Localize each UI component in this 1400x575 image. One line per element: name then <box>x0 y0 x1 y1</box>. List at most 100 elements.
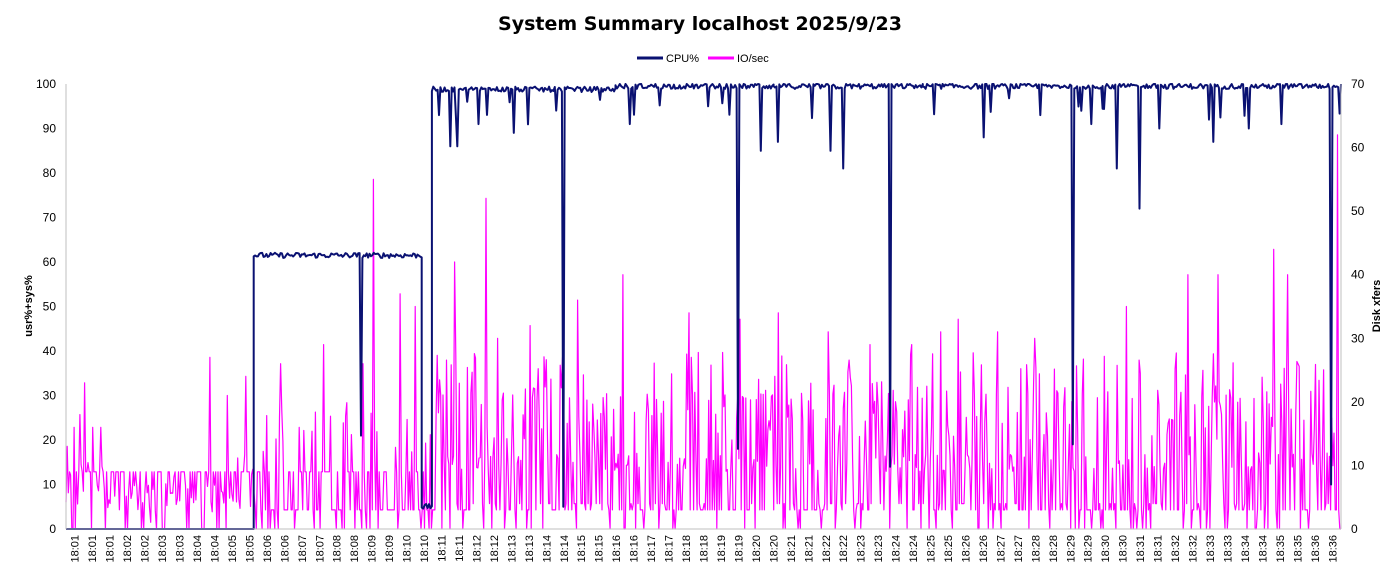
x-tick-label: 18:17 <box>646 535 658 563</box>
x-tick-label: 18:16 <box>629 535 641 563</box>
x-tick-label: 18:19 <box>716 535 728 563</box>
y-tick-left-label: 60 <box>43 255 57 269</box>
x-tick-label: 18:21 <box>803 535 815 563</box>
x-tick-label: 18:08 <box>332 535 344 563</box>
x-tick-label: 18:34 <box>1257 535 1269 563</box>
x-tick-label: 18:07 <box>297 535 309 563</box>
x-tick-label: 18:22 <box>838 535 850 563</box>
series-cpu-line <box>66 83 1342 530</box>
y-tick-right-label: 40 <box>1351 268 1365 282</box>
x-tick-label: 18:03 <box>157 535 169 563</box>
x-tick-label: 18:10 <box>402 535 414 563</box>
x-tick-label: 18:24 <box>908 535 920 563</box>
legend: CPU% IO/sec <box>637 53 769 65</box>
x-tick-label: 18:14 <box>559 535 571 563</box>
axes: 0 10 20 30 40 50 60 70 80 90 100 0 10 20 30 40 50 60 70 18:… <box>36 77 1365 563</box>
x-tick-label: 18:29 <box>1083 535 1095 563</box>
x-tick-label: 18:30 <box>1100 535 1112 563</box>
x-tick-label: 18:26 <box>978 535 990 563</box>
x-tick-label: 18:04 <box>210 535 222 563</box>
x-tick-label: 18:28 <box>1030 535 1042 563</box>
x-tick-label: 18:09 <box>384 535 396 563</box>
x-tick-label: 18:21 <box>786 535 798 563</box>
plot-area <box>65 83 1342 530</box>
x-tick-label: 18:01 <box>70 535 82 563</box>
x-tick-label: 18:07 <box>314 535 326 563</box>
y-tick-right-label: 30 <box>1351 331 1365 345</box>
x-tick-label: 18:12 <box>489 535 501 563</box>
x-tick-label: 18:11 <box>454 535 466 562</box>
x-tick-label: 18:18 <box>681 535 693 563</box>
series-io-sec-line <box>65 134 1341 530</box>
x-tick-label: 18:27 <box>995 535 1007 563</box>
y-axis-left-title: usr%+sys% <box>23 275 35 337</box>
y-tick-right-label: 50 <box>1351 204 1365 218</box>
y-tick-left-label: 10 <box>43 478 57 492</box>
y-tick-left-label: 80 <box>43 166 57 180</box>
x-tick-label: 18:28 <box>1048 535 1060 563</box>
chart-title: System Summary localhost 2025/9/23 <box>498 13 902 35</box>
legend-io-label: IO/sec <box>737 53 769 65</box>
x-tick-label: 18:08 <box>349 535 361 563</box>
x-tick-label: 18:01 <box>87 535 99 563</box>
x-tick-label: 18:20 <box>768 535 780 563</box>
x-tick-label: 18:06 <box>262 535 274 563</box>
legend-cpu-label: CPU% <box>666 53 699 65</box>
x-tick-label: 18:16 <box>611 535 623 563</box>
x-tick-label: 18:25 <box>926 535 938 563</box>
x-tick-label: 18:17 <box>664 535 676 563</box>
x-tick-label: 18:32 <box>1170 535 1182 563</box>
y-tick-left-label: 50 <box>43 300 57 314</box>
y-tick-right-label: 20 <box>1351 395 1365 409</box>
x-tick-label: 18:02 <box>122 535 134 563</box>
y-tick-left-label: 0 <box>49 522 56 536</box>
y-axis-right-title: Disk xfers <box>1371 280 1383 333</box>
y-tick-left-label: 30 <box>43 389 57 403</box>
x-tick-label: 18:35 <box>1292 535 1304 563</box>
x-tick-label: 18:33 <box>1223 535 1235 563</box>
y-tick-left-label: 90 <box>43 122 57 136</box>
x-tick-label: 18:13 <box>524 535 536 563</box>
x-tick-label: 18:36 <box>1327 535 1339 563</box>
y-tick-right-label: 10 <box>1351 458 1365 472</box>
x-tick-label: 18:02 <box>140 535 152 563</box>
x-tick-label: 18:22 <box>821 535 833 563</box>
x-tick-label: 18:30 <box>1118 535 1130 563</box>
x-tick-label: 18:12 <box>471 535 483 563</box>
y-tick-right-label: 0 <box>1351 522 1358 536</box>
x-tick-label: 18:20 <box>751 535 763 563</box>
x-tick-label: 18:03 <box>175 535 187 563</box>
y-tick-left-label: 20 <box>43 433 57 447</box>
x-tick-label: 18:35 <box>1275 535 1287 563</box>
x-tick-label: 18:15 <box>594 535 606 563</box>
x-tick-label: 18:23 <box>873 535 885 563</box>
x-tick-label: 18:29 <box>1065 535 1077 563</box>
x-tick-label: 18:25 <box>943 535 955 563</box>
y-tick-left-label: 100 <box>36 77 56 91</box>
x-tick-label: 18:27 <box>1013 535 1025 563</box>
x-tick-label: 18:05 <box>244 535 256 563</box>
x-tick-label: 18:31 <box>1135 535 1147 563</box>
x-tick-label: 18:33 <box>1205 535 1217 563</box>
x-tick-label: 18:01 <box>105 535 117 563</box>
x-tick-label: 18:18 <box>699 535 711 563</box>
x-tick-label: 18:23 <box>856 535 868 563</box>
x-tick-label: 18:31 <box>1153 535 1165 563</box>
x-tick-label: 18:11 <box>437 535 449 562</box>
y-tick-right-label: 70 <box>1351 77 1365 91</box>
x-tick-label: 18:13 <box>506 535 518 563</box>
y-tick-left-label: 40 <box>43 344 57 358</box>
x-tick-label: 18:14 <box>541 535 553 563</box>
x-tick-label: 18:32 <box>1188 535 1200 563</box>
x-tick-label: 18:15 <box>576 535 588 563</box>
x-tick-label: 18:26 <box>961 535 973 563</box>
x-tick-label: 18:04 <box>192 535 204 563</box>
x-tick-label: 18:24 <box>891 535 903 563</box>
x-tick-label: 18:19 <box>733 535 745 563</box>
x-tick-label: 18:09 <box>367 535 379 563</box>
x-tick-label: 18:36 <box>1310 535 1322 563</box>
x-tick-label: 18:06 <box>279 535 291 563</box>
x-tick-label: 18:34 <box>1240 535 1252 563</box>
